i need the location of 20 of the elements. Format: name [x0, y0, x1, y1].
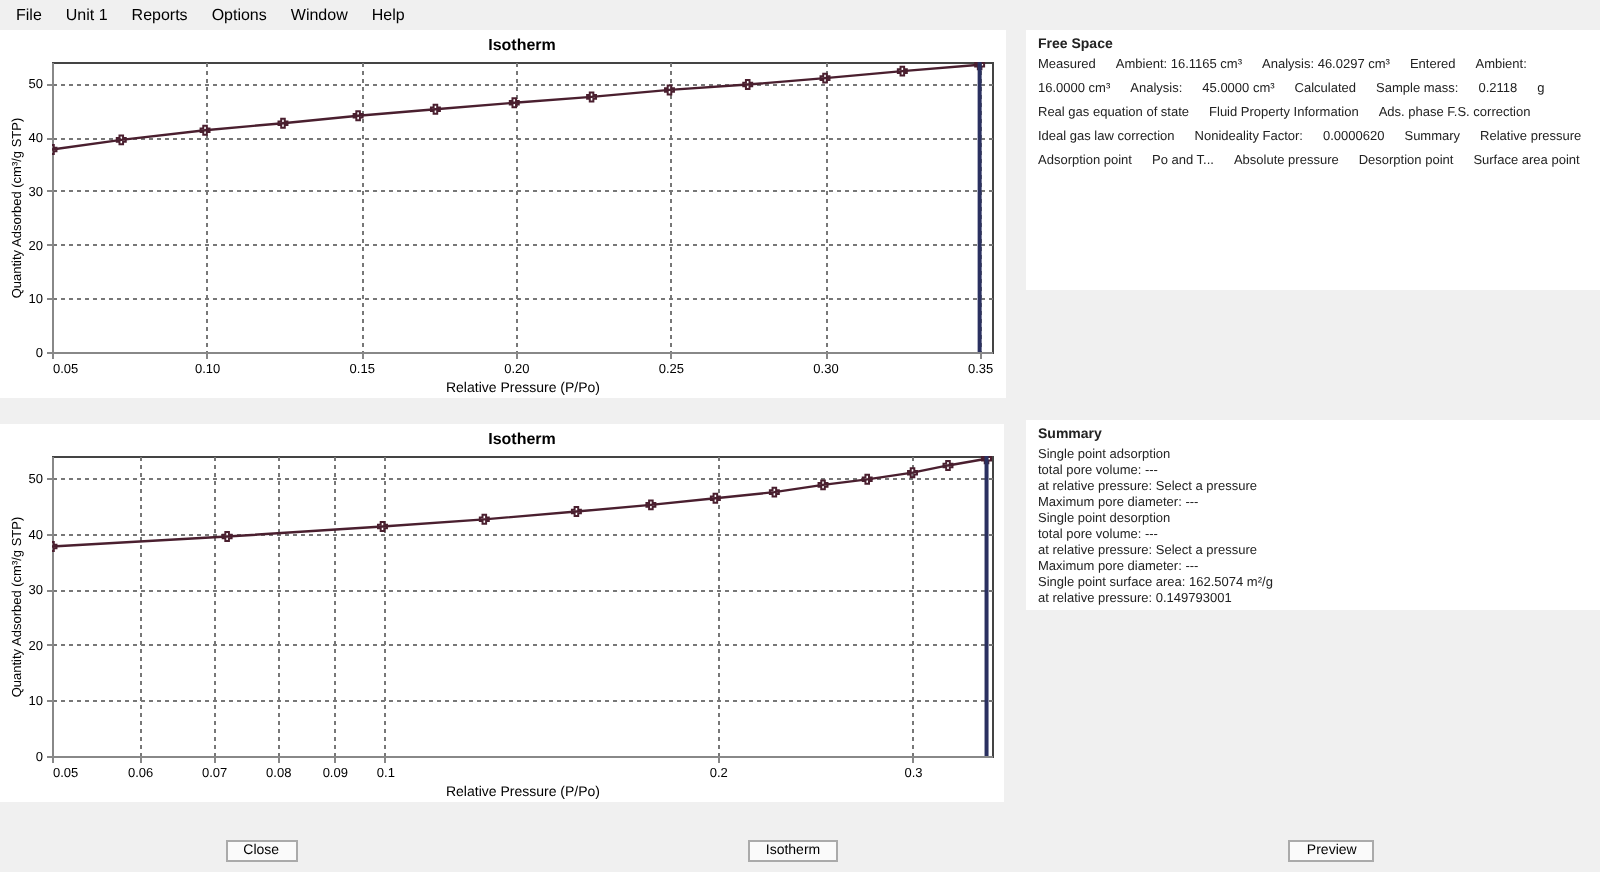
text: Window: [290, 5, 348, 23]
point: [974, 62, 986, 71]
point: [742, 79, 754, 91]
text: File: [16, 5, 42, 23]
point: [819, 72, 831, 84]
point: [199, 124, 211, 136]
text: Help: [371, 5, 405, 23]
point: [508, 97, 520, 109]
point: [277, 117, 289, 129]
point: [586, 91, 598, 103]
text: Reports: [131, 5, 188, 23]
point: [115, 134, 127, 146]
point: [429, 103, 441, 115]
chart-title: Isotherm: [488, 36, 556, 54]
text: Options: [211, 5, 267, 23]
point: [664, 84, 675, 96]
point: [896, 65, 908, 77]
chart-title: Isotherm: [488, 430, 556, 448]
point: [352, 110, 364, 122]
text: Unit 1: [65, 5, 108, 23]
